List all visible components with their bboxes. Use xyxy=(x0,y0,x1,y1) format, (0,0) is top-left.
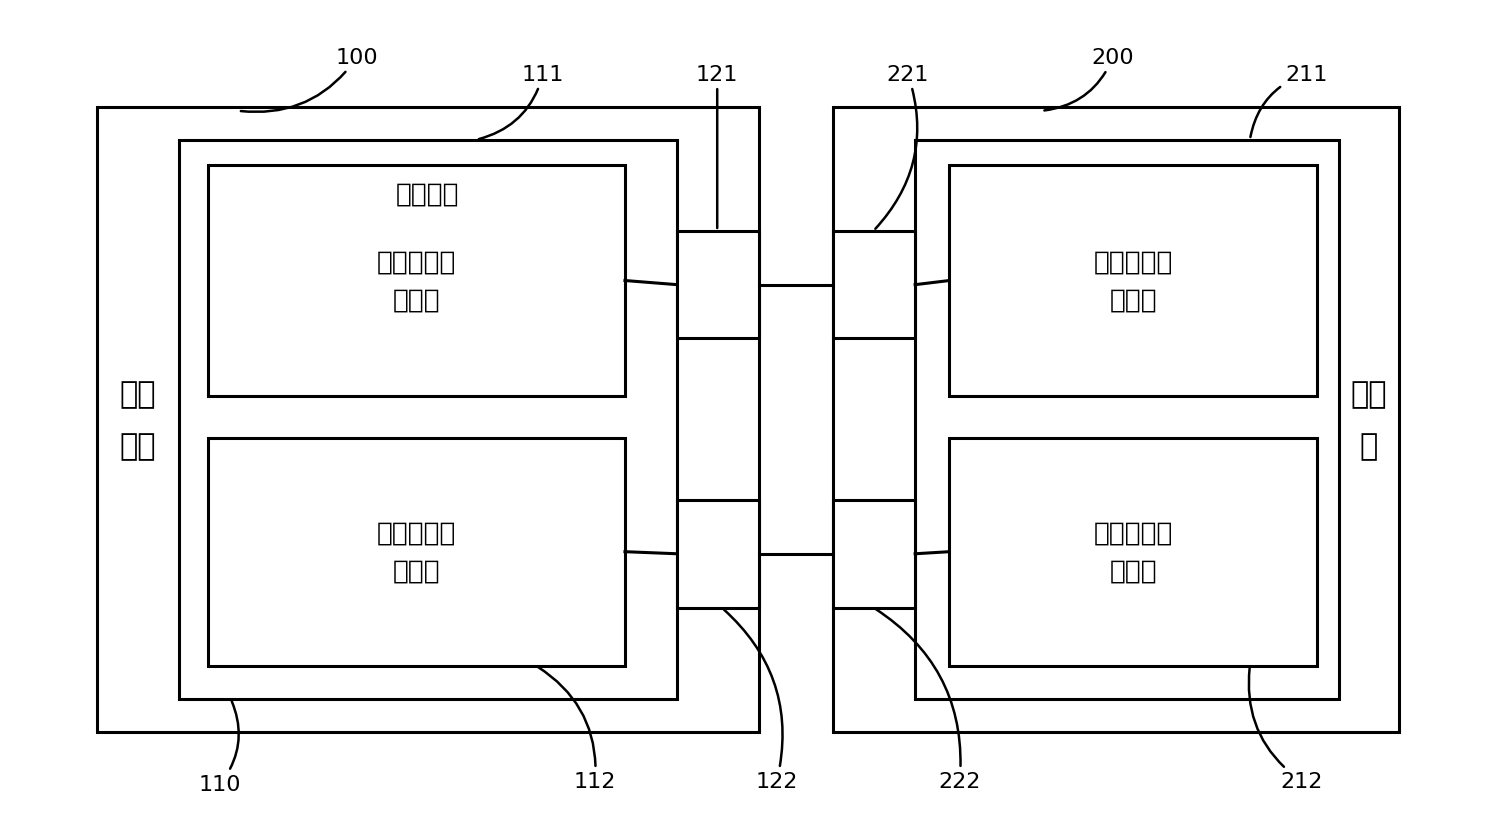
Bar xyxy=(97,108,759,732)
Text: 200: 200 xyxy=(1045,48,1134,112)
Bar xyxy=(208,438,625,666)
Bar xyxy=(833,500,915,608)
Text: 221: 221 xyxy=(875,65,929,230)
Text: 212: 212 xyxy=(1248,668,1323,791)
Bar xyxy=(208,165,625,397)
Bar xyxy=(833,232,915,339)
Bar xyxy=(179,141,677,699)
Text: 112: 112 xyxy=(539,667,616,791)
Bar xyxy=(915,141,1339,699)
Bar xyxy=(833,108,1399,732)
Bar xyxy=(949,165,1317,397)
Text: 100: 100 xyxy=(241,48,378,112)
Text: 第一数字通
信模块: 第一数字通 信模块 xyxy=(376,249,457,313)
Text: 121: 121 xyxy=(696,65,738,229)
Text: 110: 110 xyxy=(199,701,241,794)
Text: 第四数字通
信模块: 第四数字通 信模块 xyxy=(1094,520,1173,584)
Text: 第二数字通
信模块: 第二数字通 信模块 xyxy=(376,520,457,584)
Bar xyxy=(677,232,759,339)
Text: 122: 122 xyxy=(723,609,798,791)
Text: 211: 211 xyxy=(1250,65,1327,138)
Bar xyxy=(677,500,759,608)
Text: 第三数字通
信模块: 第三数字通 信模块 xyxy=(1094,249,1173,313)
Bar xyxy=(949,438,1317,666)
Text: 111: 111 xyxy=(479,65,564,140)
Text: 控制模块: 控制模块 xyxy=(396,181,460,208)
Text: 电池
包: 电池 包 xyxy=(1351,380,1387,460)
Text: 222: 222 xyxy=(876,609,981,791)
Text: 充电
设备: 充电 设备 xyxy=(119,380,156,460)
